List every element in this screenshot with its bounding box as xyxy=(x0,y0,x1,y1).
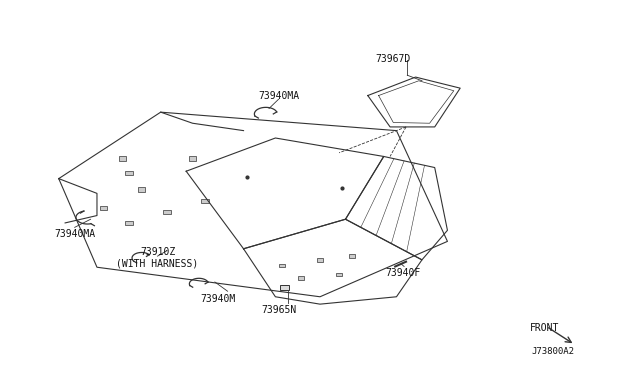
Text: 73940M: 73940M xyxy=(200,294,236,304)
Text: 73940F: 73940F xyxy=(385,268,420,278)
Bar xyxy=(100,206,107,211)
Bar xyxy=(118,156,126,161)
Bar xyxy=(202,199,209,203)
Text: FRONT: FRONT xyxy=(531,323,559,333)
Text: 73965N: 73965N xyxy=(261,305,296,315)
Text: 73967D: 73967D xyxy=(376,54,411,64)
Bar xyxy=(163,210,171,214)
Bar xyxy=(349,254,355,258)
Bar xyxy=(298,276,304,280)
Bar xyxy=(278,263,285,267)
Bar xyxy=(280,285,289,290)
Bar xyxy=(189,156,196,161)
Text: 73940MA: 73940MA xyxy=(258,90,299,100)
Text: 73940MA: 73940MA xyxy=(54,229,95,239)
Text: J73800A2: J73800A2 xyxy=(532,347,575,356)
Bar xyxy=(138,187,145,192)
Bar xyxy=(125,171,132,175)
Bar xyxy=(125,221,132,225)
Bar xyxy=(317,258,323,262)
Bar xyxy=(336,273,342,276)
Text: 73910Z
(WITH HARNESS): 73910Z (WITH HARNESS) xyxy=(116,247,198,269)
